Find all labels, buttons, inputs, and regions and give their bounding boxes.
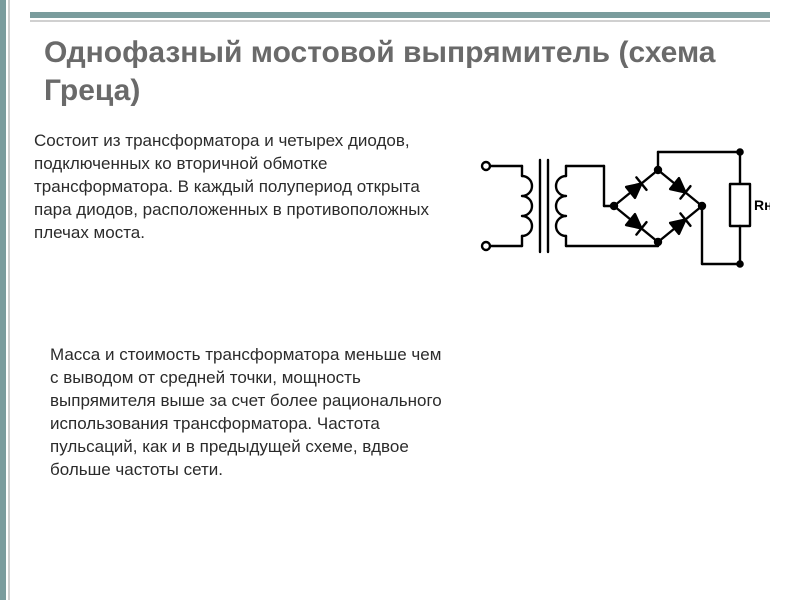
paragraph-bottom: Масса и стоимость трансформатора меньше … (50, 344, 450, 482)
paragraph-top: Состоит из трансформатора и четырех диод… (34, 130, 444, 245)
top-rule (30, 12, 770, 18)
left-rule (0, 0, 6, 600)
load-label: Rн (754, 197, 770, 213)
slide-title: Однофазный мостовой выпрямитель (схема Г… (44, 34, 764, 109)
slide: Однофазный мостовой выпрямитель (схема Г… (0, 0, 800, 600)
circuit-diagram: Rн (480, 130, 770, 300)
